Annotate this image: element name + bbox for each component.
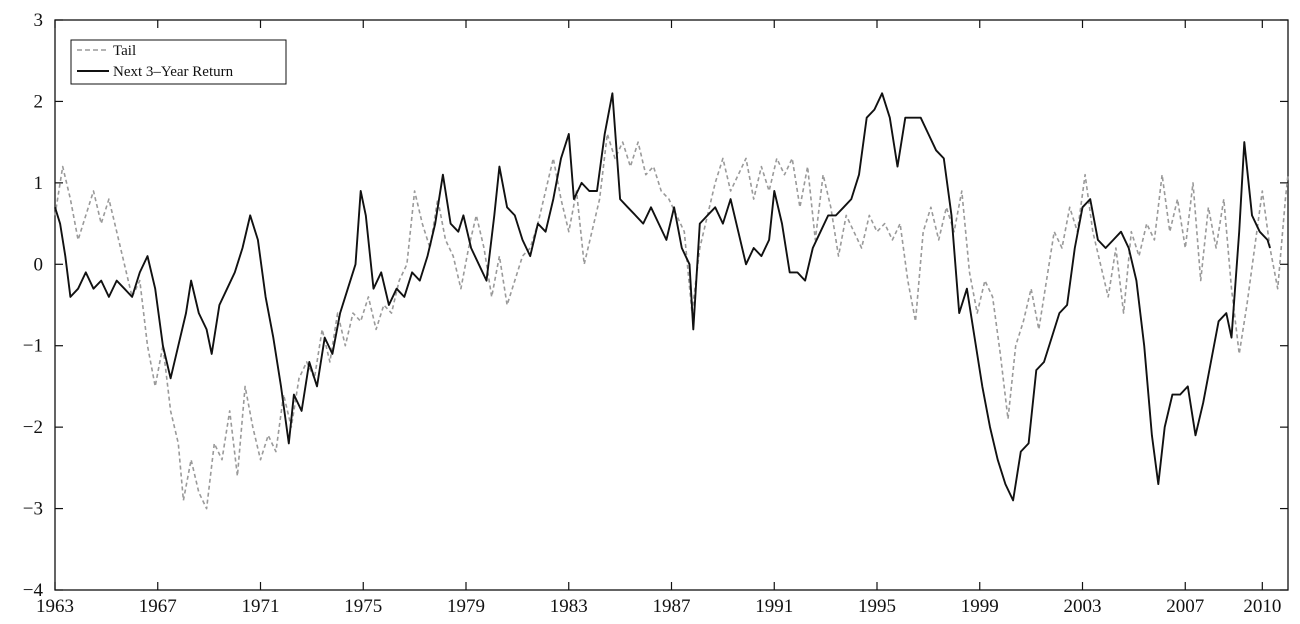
legend-label-return: Next 3–Year Return [113,64,234,80]
x-tick-label: 1963 [36,596,74,617]
x-tick-label: 1999 [961,596,999,617]
x-tick-label: 1979 [447,596,485,617]
series-line-tail [54,133,1289,510]
series-line-next-3-year-return [54,92,1271,502]
plot-frame [54,19,1289,591]
y-tick-label: −1 [23,336,43,357]
y-tick-label: −4 [23,580,44,601]
y-tick-label: −3 [23,499,43,520]
legend-box [70,39,287,85]
y-tick-label: 1 [34,173,44,194]
x-tick-label: 1975 [344,596,382,617]
x-tick-label: 1991 [755,596,793,617]
x-tick-label: 1987 [653,596,691,617]
x-tick-label: 2010 [1243,596,1281,617]
y-axis: 3 2 1 0 −1 −2 −3 −4 [23,10,1288,601]
y-tick-label: 2 [34,91,44,112]
x-tick-label: 2007 [1166,596,1204,617]
legend: Tail Next 3–Year Return [70,39,287,85]
x-tick-label: 1971 [242,596,280,617]
x-tick-label: 1995 [858,596,896,617]
y-tick-label: −2 [23,417,43,438]
x-tick-label: 1983 [550,596,588,617]
x-tick-label: 1967 [139,596,177,617]
y-tick-label: 0 [34,254,44,275]
x-axis: 1963 1967 1971 1975 1979 1983 1987 1991 1995 1999… [36,20,1281,617]
series-lines [54,92,1289,510]
y-tick-label: 3 [34,10,44,31]
legend-label-tail: Tail [113,43,136,59]
x-tick-label: 2003 [1064,596,1102,617]
